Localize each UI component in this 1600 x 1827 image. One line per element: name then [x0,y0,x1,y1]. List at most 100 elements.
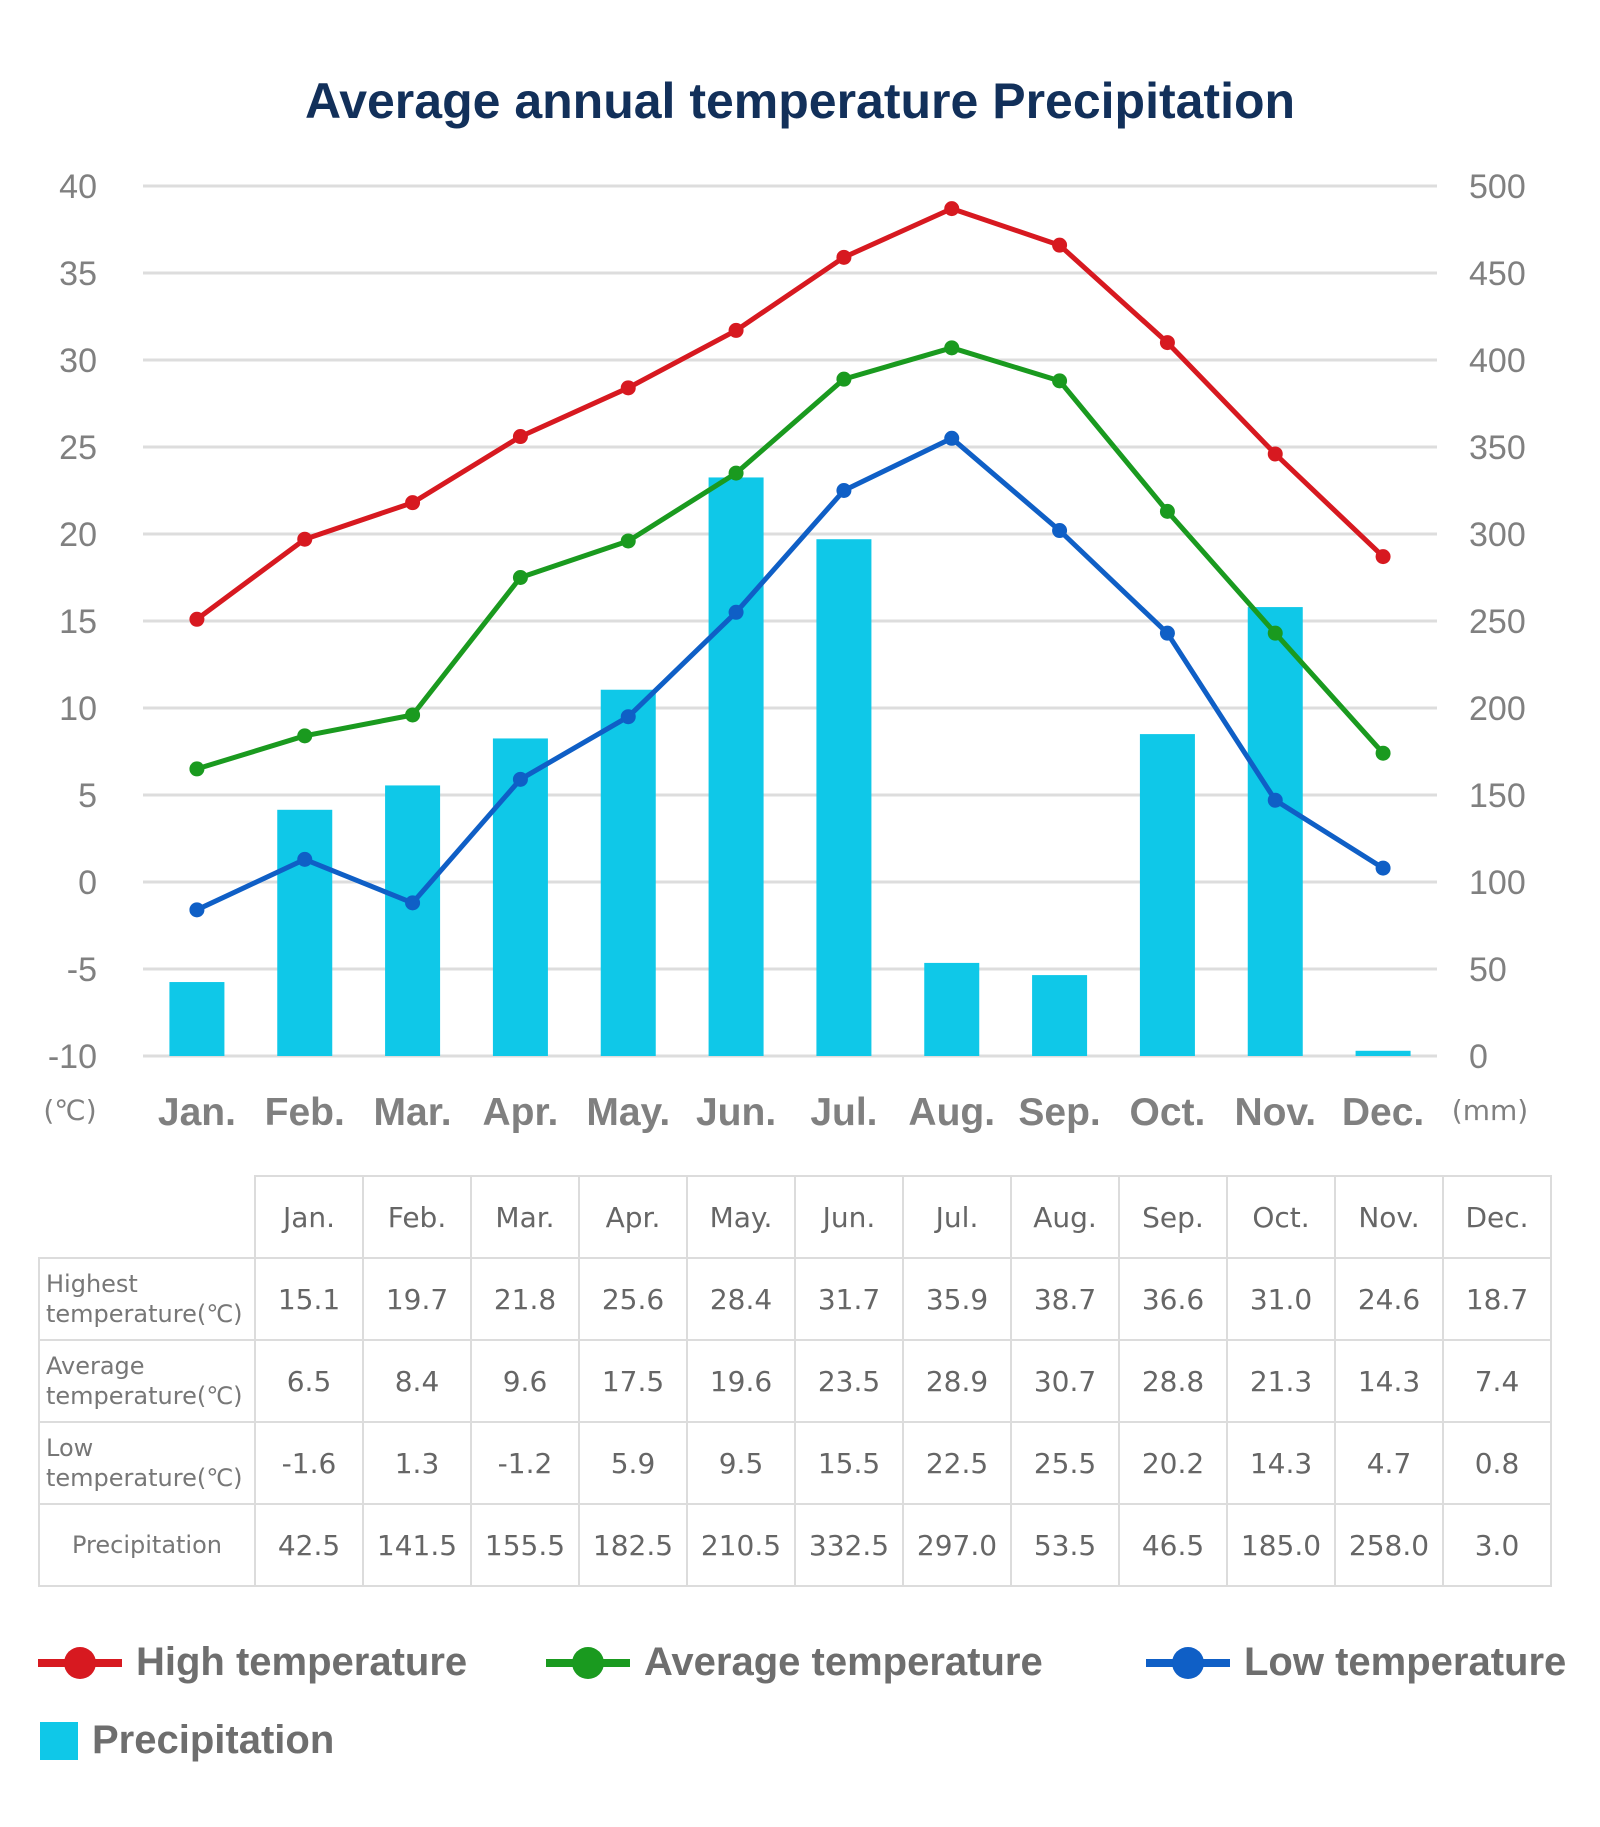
precipitation-bar [600,689,656,1056]
table-header-cell: May. [686,1175,796,1259]
left-axis-tick-label: 35 [59,255,97,293]
low-temperature-point [944,430,960,446]
chart-title: Average annual temperature Precipitation [304,73,1296,129]
left-axis-tick-label: -10 [48,1038,97,1076]
high-temperature-point [405,495,421,511]
high-temperature-point [944,201,960,217]
legend-label-average: Average temperature [644,1640,1043,1684]
left-axis-tick-label: 15 [59,603,97,641]
table-cell: 210.5 [686,1503,796,1587]
table-cell: 30.7 [1010,1339,1120,1423]
table-header-row: Jan. Feb. Mar. Apr. May. Jun. Jul. Aug. … [39,1175,1552,1259]
x-axis-tick-label: Nov. [1234,1091,1316,1134]
table-cell: 19.7 [362,1257,472,1341]
row-label-average: Average temperature(℃) [38,1339,256,1423]
precipitation-bar [1032,975,1088,1056]
high-temperature-point [189,611,205,627]
legend-label-precipitation: Precipitation [92,1718,335,1762]
low-temperature-point [836,483,852,498]
average-temperature-point [728,465,744,481]
table-cell: 4.7 [1334,1421,1444,1505]
table-cell: 141.5 [362,1503,472,1587]
right-axis-tick-label: 350 [1469,429,1526,467]
right-axis-unit-label: (mm) [1452,1094,1528,1127]
average-temperature-point [1159,503,1175,519]
x-axis-tick-label: May. [586,1091,670,1134]
right-axis-tick-label: 500 [1469,168,1526,206]
table-cell: 14.3 [1334,1339,1444,1423]
precipitation-bar [492,738,548,1056]
left-axis-tick-label: 40 [59,168,97,206]
low-temperature-point [1052,523,1068,539]
table-cell: 5.9 [578,1421,688,1505]
table-cell: 18.7 [1442,1257,1552,1341]
average-temperature-point [944,340,960,356]
left-axis-tick-label: 20 [59,516,97,554]
table-cell: -1.2 [470,1421,580,1505]
table-cell: 15.1 [254,1257,364,1341]
x-axis-tick-label: Oct. [1129,1091,1205,1134]
table-cell: 28.9 [902,1339,1012,1423]
temperature-lines [189,201,1391,918]
table-cell: 332.5 [794,1503,904,1587]
row-label-highest: Highest temperature(℃) [38,1257,256,1341]
low-temperature-point [297,851,313,867]
left-axis-tick-label: 10 [59,690,97,728]
table-header-cell: Jun. [794,1175,904,1259]
table-cell: 6.5 [254,1339,364,1423]
table-cell: 17.5 [578,1339,688,1423]
table-cell: 19.6 [686,1339,796,1423]
table-cell: 15.5 [794,1421,904,1505]
table-header-cell: Oct. [1226,1175,1336,1259]
table-cell: 7.4 [1442,1339,1552,1423]
table-cell: 53.5 [1010,1503,1120,1587]
table-cell: 31.0 [1226,1257,1336,1341]
left-axis-unit-label: (℃) [43,1094,96,1127]
x-axis-tick-label: Apr. [482,1091,558,1134]
high-temperature-point [728,322,744,338]
table-cell: 25.6 [578,1257,688,1341]
average-line-swatch-icon [546,1643,630,1683]
table-cell: 23.5 [794,1339,904,1423]
table-cell: 38.7 [1010,1257,1120,1341]
precipitation-bar [1139,734,1195,1056]
precipitation-bar [1355,1050,1411,1056]
precipitation-square-swatch-icon [40,1721,78,1760]
right-axis-tick-label: 100 [1469,864,1526,902]
table-cell: 8.4 [362,1339,472,1423]
table-cell: 28.4 [686,1257,796,1341]
low-temperature-point [512,771,528,787]
gridlines [143,184,1437,1058]
row-label-low: Low temperature(℃) [38,1421,256,1505]
table-cell: 155.5 [470,1503,580,1587]
low-line-swatch-icon [1146,1643,1230,1683]
table-cell: 14.3 [1226,1421,1336,1505]
precipitation-bar [385,785,441,1056]
average-temperature-point [1052,373,1068,389]
right-axis-tick-label: 450 [1469,255,1526,293]
table-cell: 36.6 [1118,1257,1228,1341]
right-axis-tick-label: 150 [1469,777,1526,815]
right-axis-tick-label: 50 [1469,951,1507,989]
legend-label-low: Low temperature [1244,1640,1567,1684]
low-temperature-point [1159,625,1175,641]
data-table: Jan. Feb. Mar. Apr. May. Jun. Jul. Aug. … [38,1175,1552,1587]
low-temperature-point [1267,792,1283,808]
table-cell: 1.3 [362,1421,472,1505]
low-temperature-point [620,709,636,725]
right-axis-tick-label: 0 [1469,1038,1488,1076]
table-cell: 20.2 [1118,1421,1228,1505]
table-row-highest: Highest temperature(℃) 15.1 19.7 21.8 25.… [38,1257,1552,1341]
chart-legend: High temperature Average temperature Low… [38,1640,1568,1810]
table-header-cell: Nov. [1334,1175,1444,1259]
high-temperature-point [1159,335,1175,351]
precipitation-bar [708,477,764,1056]
low-temperature-line [195,435,1385,913]
left-axis-tick-label: 5 [78,777,97,815]
legend-item-high: High temperature [38,1640,467,1685]
high-line-swatch-icon [38,1643,122,1683]
table-cell: 9.6 [470,1339,580,1423]
high-temperature-point [836,249,852,265]
table-header-cell: Feb. [362,1175,472,1259]
